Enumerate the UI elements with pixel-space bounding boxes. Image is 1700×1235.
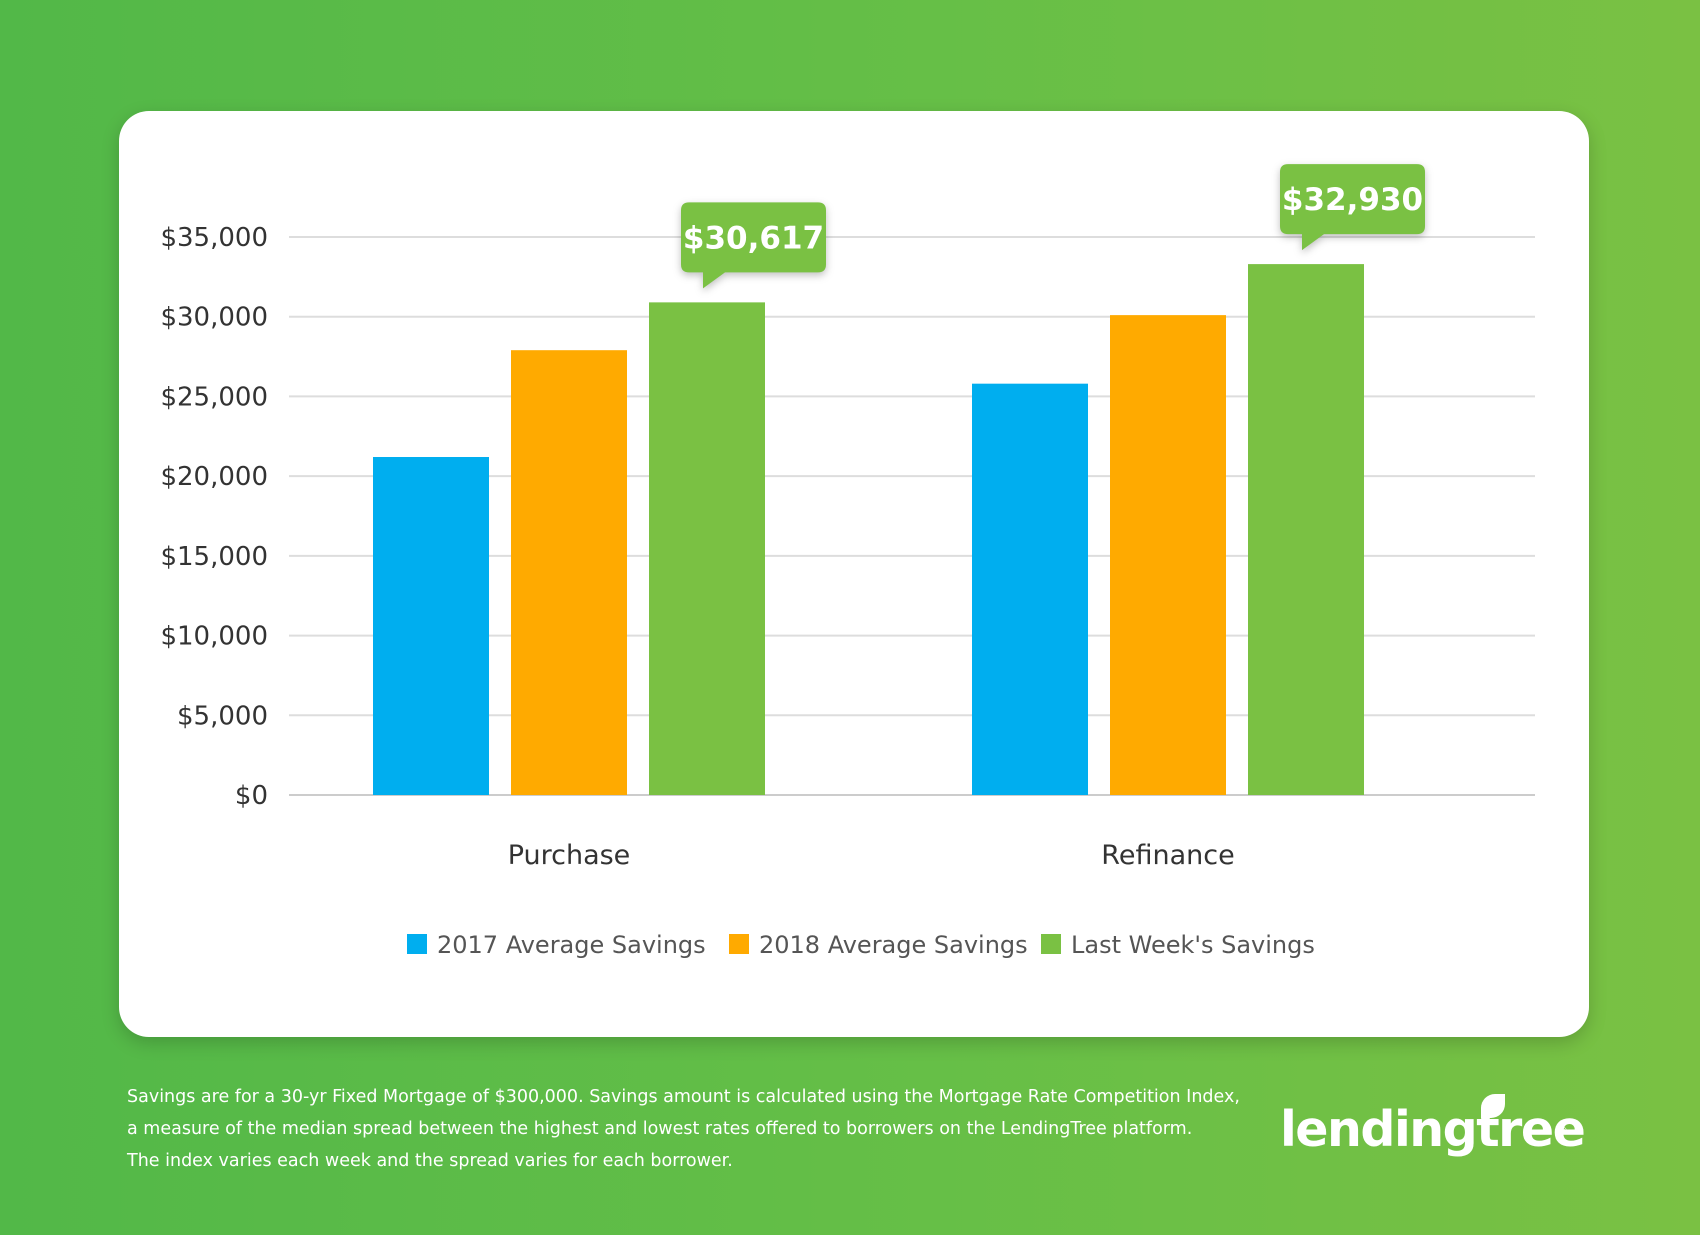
gridlines — [289, 236, 1535, 796]
legend-swatch — [407, 934, 427, 954]
legend-swatch — [729, 934, 749, 954]
bars — [373, 264, 1364, 795]
x-category-label: Purchase — [508, 840, 631, 871]
bar — [1248, 264, 1364, 795]
bar — [972, 383, 1088, 795]
value-callout: $30,617 — [681, 202, 826, 289]
value-callout: $32,930 — [1280, 164, 1425, 251]
legend-label: 2018 Average Savings — [759, 931, 1028, 959]
legend-item: 2018 Average Savings — [729, 931, 1028, 959]
legend-swatch — [1041, 934, 1061, 954]
x-category-label: Refinance — [1101, 840, 1234, 871]
y-tick-label: $5,000 — [177, 701, 268, 731]
legend-label: Last Week's Savings — [1071, 931, 1315, 959]
footnote: Savings are for a 30-yr Fixed Mortgage o… — [127, 1081, 1247, 1177]
footnote-line: a measure of the median spread between t… — [127, 1119, 1193, 1139]
y-tick-label: $35,000 — [160, 223, 268, 253]
legend: 2017 Average Savings 2018 Average Savings… — [407, 931, 1315, 959]
callout-value: $32,930 — [1282, 182, 1423, 218]
bar — [373, 457, 489, 795]
bar — [649, 302, 765, 795]
bar — [1110, 315, 1226, 795]
callout-value: $30,617 — [683, 220, 824, 256]
footnote-line: Savings are for a 30-yr Fixed Mortgage o… — [127, 1087, 1240, 1107]
y-tick-label: $0 — [235, 781, 268, 811]
x-axis-categories: Purchase Refinance — [508, 840, 1235, 871]
y-tick-label: $25,000 — [160, 382, 268, 412]
callout-bubble — [681, 202, 826, 289]
y-axis-ticks: $0 $5,000 $10,000 $15,000 $20,000 $25,000 $30,… — [160, 223, 268, 811]
legend-item: 2017 Average Savings — [407, 931, 706, 959]
y-tick-label: $30,000 — [160, 303, 268, 333]
callout-bubble — [1280, 164, 1425, 251]
value-callouts: $30,617 $32,930 — [681, 164, 1425, 289]
legend-item: Last Week's Savings — [1041, 931, 1315, 959]
y-tick-label: $10,000 — [160, 622, 268, 652]
legend-label: 2017 Average Savings — [437, 931, 706, 959]
lendingtree-logo: lendingtree ® — [1280, 1090, 1586, 1170]
registered-mark: ® — [1558, 1126, 1568, 1137]
savings-bar-chart: $0 $5,000 $10,000 $15,000 $20,000 $25,000 $30,… — [160, 164, 1535, 959]
y-tick-label: $20,000 — [160, 462, 268, 492]
bar — [511, 350, 627, 795]
chart-card: $0 $5,000 $10,000 $15,000 $20,000 $25,000 $30,… — [119, 111, 1589, 1037]
footnote-line: The index varies each week and the sprea… — [127, 1151, 733, 1171]
logo-wordmark: lendingtree — [1280, 1101, 1586, 1158]
y-tick-label: $15,000 — [160, 542, 268, 572]
